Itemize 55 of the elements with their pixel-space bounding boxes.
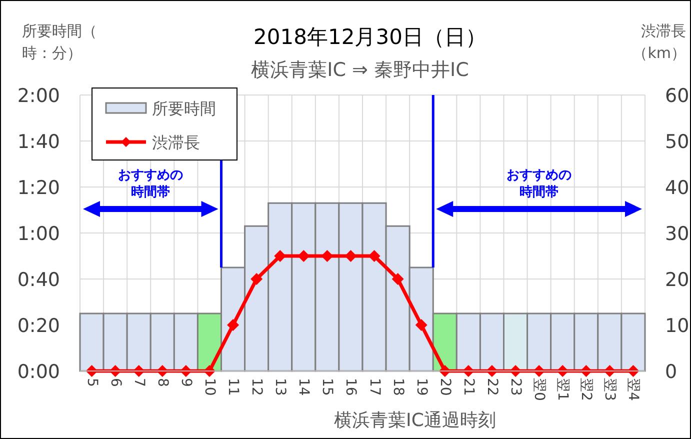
x-tick-label: 5 bbox=[84, 378, 100, 387]
annotation: おすすめの時間帯 bbox=[118, 168, 184, 200]
x-tick-label: 7 bbox=[130, 378, 147, 387]
x-tick-label: 9 bbox=[178, 378, 194, 387]
x-tick-label: 翌1 bbox=[554, 378, 571, 401]
point bbox=[415, 319, 428, 331]
x-tick-label: 翌4 bbox=[625, 378, 642, 401]
x-tick-label: 翌2 bbox=[578, 378, 594, 401]
chart-title: 2018年12月30日（日） bbox=[254, 25, 486, 49]
annotation: おすすめの時間帯 bbox=[506, 168, 572, 200]
y2-axis-title: 渋滞長（km） bbox=[632, 22, 686, 62]
x-tick-label: 13 bbox=[272, 378, 288, 396]
x-tick-label: 翌0 bbox=[531, 378, 548, 401]
legend-label: 所要時間 bbox=[152, 99, 216, 118]
x-tick-label: 16 bbox=[342, 378, 359, 396]
y2-tick-label: 20 bbox=[665, 269, 690, 291]
x-tick-label: 12 bbox=[248, 378, 265, 396]
x-tick-label: 15 bbox=[319, 378, 336, 396]
y2-tick-label: 40 bbox=[665, 177, 690, 199]
chart-subtitle: 横浜青葉IC ⇒ 秦野中井IC bbox=[251, 59, 469, 81]
y2-tick-label: 50 bbox=[665, 131, 690, 153]
y-tick-label: 2:00 bbox=[17, 85, 60, 107]
point bbox=[321, 250, 334, 262]
x-tick-label: 18 bbox=[390, 378, 406, 396]
y-axis-title: 所要時間（時：分） bbox=[22, 22, 97, 62]
x-tick-label: 11 bbox=[225, 378, 242, 396]
x-tick-label: 23 bbox=[508, 378, 524, 396]
x-tick-label: 8 bbox=[154, 378, 170, 387]
y2-tick-label: 10 bbox=[665, 315, 690, 337]
point bbox=[368, 250, 380, 262]
x-tick-label: 6 bbox=[107, 378, 124, 387]
x-tick-label: 22 bbox=[484, 378, 500, 396]
x-tick-label: 14 bbox=[296, 378, 312, 396]
x-axis-title: 横浜青葉IC通過時刻 bbox=[334, 410, 496, 431]
x-tick-label: 21 bbox=[460, 378, 476, 396]
point bbox=[298, 250, 310, 262]
y-tick-label: 0:40 bbox=[17, 269, 60, 291]
y2-tick-label: 30 bbox=[665, 223, 690, 245]
y-tick-label: 1:40 bbox=[17, 131, 60, 153]
legend-label: 渋滞長 bbox=[152, 133, 200, 152]
point bbox=[227, 319, 240, 331]
point bbox=[344, 250, 357, 262]
x-tick-label: 20 bbox=[436, 378, 453, 396]
y-tick-label: 0:20 bbox=[17, 315, 60, 337]
point bbox=[250, 273, 263, 285]
y-tick-label: 0:00 bbox=[17, 361, 60, 383]
y-tick-label: 1:00 bbox=[17, 223, 60, 245]
y2-tick-label: 60 bbox=[665, 85, 690, 107]
point bbox=[392, 273, 404, 285]
y-tick-label: 1:20 bbox=[17, 177, 60, 199]
y2-tick-label: 0 bbox=[665, 361, 678, 383]
x-tick-label: 翌3 bbox=[602, 378, 618, 401]
x-tick-label: 19 bbox=[413, 378, 430, 396]
x-tick-label: 10 bbox=[201, 378, 218, 396]
x-tick-label: 17 bbox=[366, 378, 382, 396]
